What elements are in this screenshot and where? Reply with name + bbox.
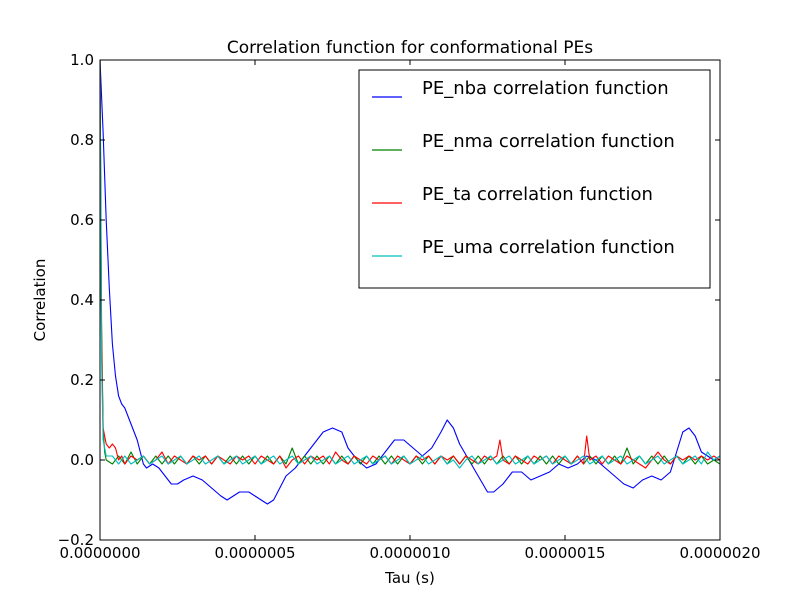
- x-tick-label: 0.0000005: [214, 544, 295, 562]
- series-line-4: [100, 60, 720, 469]
- y-tick-label: −0.2: [58, 531, 94, 549]
- legend-box: [358, 69, 711, 289]
- legend-label-2: PE_nma correlation function: [422, 131, 675, 152]
- x-axis-label: Tau (s): [384, 569, 435, 587]
- x-tick-label: 0.0000020: [679, 544, 760, 562]
- y-axis-label: Correlation: [31, 259, 49, 342]
- legend-label-3: PE_ta correlation function: [422, 184, 653, 205]
- x-tick-label: 0.0000015: [524, 544, 605, 562]
- y-tick-label: 0.4: [70, 291, 94, 309]
- y-tick-label: 0.8: [70, 131, 94, 149]
- x-tick-label: 0.0000010: [369, 544, 450, 562]
- y-tick-label: 0.2: [70, 371, 94, 389]
- y-axis: −0.2 0.0 0.2 0.4 0.6 0.8 1.0: [58, 51, 720, 549]
- y-tick-label: 0.0: [70, 451, 94, 469]
- y-tick-label: 0.6: [70, 211, 94, 229]
- x-axis: 0.0000000 0.0000005 0.0000010 0.0000015 0.00…: [59, 60, 761, 562]
- x-tick-label: 0.0000000: [59, 544, 140, 562]
- chart-title: Correlation function for conformational …: [227, 38, 593, 58]
- legend: PE_nba correlation function PE_nma correl…: [358, 69, 711, 289]
- legend-label-4: PE_uma correlation function: [422, 237, 675, 258]
- legend-label-1: PE_nba correlation function: [422, 78, 669, 99]
- y-tick-label: 1.0: [70, 51, 94, 69]
- series-group: [100, 60, 720, 505]
